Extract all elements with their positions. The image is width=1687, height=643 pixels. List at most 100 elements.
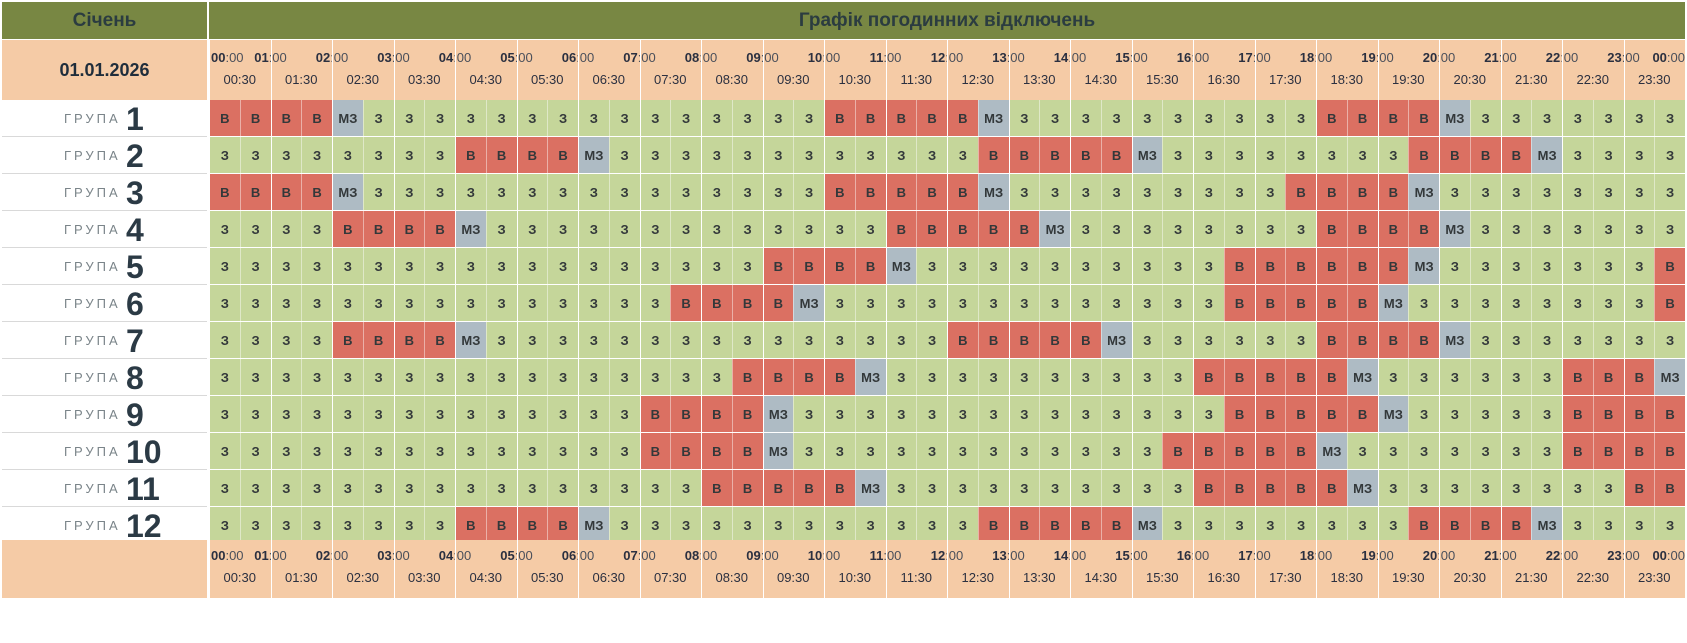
hour-label: 13:00 [992,548,1025,563]
power-on-cell: З [516,174,548,211]
group-word: ГРУПА [64,370,121,385]
power-on-cell: З [854,322,886,359]
hour-label: 09:00 [746,548,779,563]
power-on-cell: З [762,174,794,211]
power-on-cell: З [639,507,671,544]
half-hour-label: 11:30 [900,72,933,87]
group-number: 12 [126,508,162,544]
outage-cell: В [1408,100,1439,137]
group-label: ГРУПА 2 [2,137,207,174]
outage-cell: В [1377,100,1409,137]
outage-cell: В [1285,174,1316,211]
power-on-cell: З [362,359,394,396]
power-on-cell: З [1131,396,1163,433]
hour-label: 20:00 [1423,50,1456,65]
power-on-cell: З [1039,470,1070,507]
outage-cell: В [362,322,394,359]
power-on-cell: З [209,359,240,396]
outage-cell: В [332,322,363,359]
half-hour-label: 11:30 [900,570,933,585]
power-on-cell: З [947,470,978,507]
outage-cell: В [1223,248,1255,285]
power-on-cell: З [516,285,548,322]
hour-tick [1685,40,1686,100]
power-on-cell: З [885,433,917,470]
power-on-cell: З [485,100,517,137]
power-on-cell: З [362,285,394,322]
outage-cell: В [977,322,1009,359]
power-on-cell: З [1008,470,1040,507]
outage-cell: В [1039,137,1070,174]
power-on-cell: З [424,359,455,396]
power-on-cell: З [424,174,455,211]
outage-cell: В [1316,470,1347,507]
power-on-cell: З [1623,322,1655,359]
power-on-cell: З [1070,100,1101,137]
hour-label-minutes: :00 [1129,548,1148,563]
power-on-cell: З [1193,174,1224,211]
possible-outage-cell: МЗ [1439,322,1470,359]
power-on-cell: З [1500,470,1532,507]
half-hour-label: 01:30 [284,72,318,87]
half-hour-label: 22:30 [1576,72,1610,87]
power-on-cell: З [332,433,363,470]
power-on-cell: З [1316,507,1347,544]
outage-cell: В [547,137,578,174]
power-on-cell: З [578,433,609,470]
power-on-cell: З [916,396,947,433]
power-on-cell: З [1562,137,1593,174]
outage-cell: В [1223,285,1255,322]
power-on-cell: З [393,396,425,433]
group-word: ГРУПА [64,481,121,496]
power-on-cell: З [1039,433,1070,470]
power-on-cell: З [1654,137,1685,174]
power-on-cell: З [824,433,855,470]
outage-cell: В [854,248,886,285]
outage-cell: В [1008,507,1040,544]
row-separator [209,358,1685,359]
hour-label-hour: 00 [211,548,226,563]
hour-label-minutes: :00 [1666,50,1685,65]
hour-label-minutes: :00 [268,50,287,65]
power-on-cell: З [885,359,917,396]
outage-cell: В [393,211,425,248]
power-on-cell: З [1654,507,1685,544]
power-on-cell: З [762,137,794,174]
power-on-cell: З [854,137,886,174]
half-hour-label: 20:30 [1453,72,1487,87]
hour-label-hour: 00 [211,50,226,65]
power-on-cell: З [1008,100,1040,137]
power-on-cell: З [455,470,486,507]
power-on-cell: З [362,396,394,433]
power-on-cell: З [1500,100,1532,137]
power-on-cell: З [793,100,824,137]
hour-label: 08:00 [685,548,718,563]
half-hour-label: 17:30 [1268,570,1302,585]
outage-cell: В [977,211,1009,248]
hour-label-hour: 18 [1299,50,1315,65]
power-on-cell: З [547,322,578,359]
hour-label-minutes: :00 [1006,50,1025,65]
group-number: 2 [126,138,144,174]
hour-label: 19:00 [1361,548,1394,563]
possible-outage-cell: МЗ [854,470,886,507]
power-on-cell: З [1531,174,1562,211]
hour-label-hour: 15 [1115,548,1130,563]
hour-label-minutes: :00 [1498,548,1517,563]
outage-cell: В [731,359,763,396]
hour-label-hour: 21 [1484,548,1499,563]
power-on-cell: З [455,248,486,285]
hour-tick [1008,540,1010,598]
power-on-cell: З [1439,433,1470,470]
power-on-cell: З [270,322,302,359]
hour-label: 20:00 [1423,548,1456,563]
hour-label: 13:00 [992,50,1025,65]
group-label: ГРУПА 9 [2,396,207,433]
possible-outage-cell: МЗ [455,211,486,248]
outage-cell: В [1254,285,1286,322]
outage-cell: В [1439,137,1470,174]
power-on-cell: З [1562,248,1593,285]
power-on-cell: З [485,322,517,359]
power-on-cell: З [701,211,732,248]
outage-cell: В [701,470,732,507]
